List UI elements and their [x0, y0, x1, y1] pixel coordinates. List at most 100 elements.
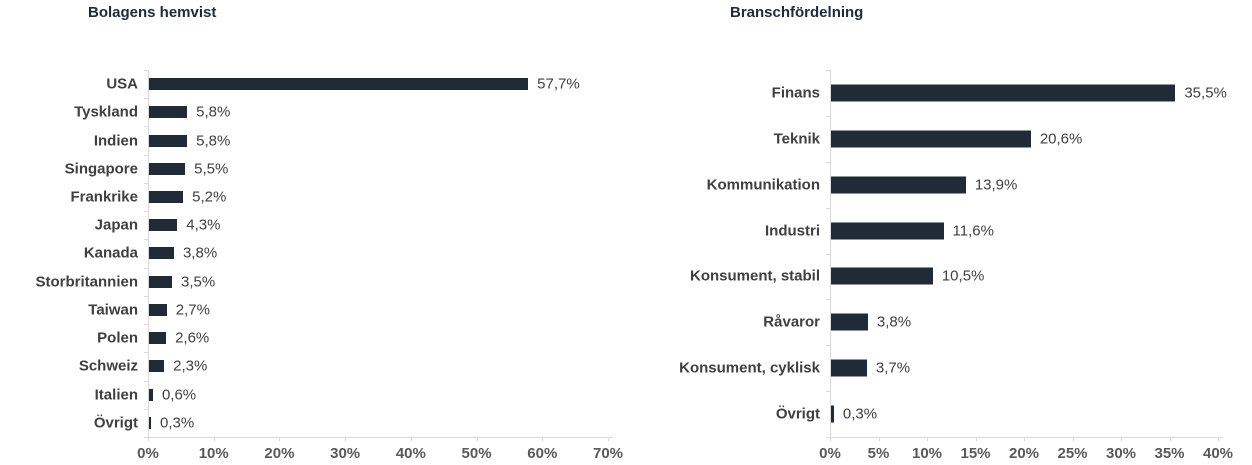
chart-row: Finans 35,5%: [772, 70, 1227, 116]
value-label: 5,8%: [196, 103, 231, 121]
y-axis-tick: [826, 115, 830, 117]
x-axis-tick-label: 15%: [960, 445, 991, 462]
chart-title: Bolagens hemvist: [88, 4, 217, 21]
x-axis-tick-label: 30%: [330, 445, 361, 462]
value-label: 0,3%: [160, 414, 195, 432]
chart-title: Branschfördelning: [730, 4, 864, 21]
x-axis-tick-label: 0%: [137, 445, 159, 462]
chart-row: Industri 11,6%: [765, 208, 1218, 254]
y-axis-tick: [144, 437, 148, 438]
chart-row: Råvaror 3,8%: [763, 299, 1218, 345]
bar: [149, 416, 151, 429]
chart-row: Taiwan 2,7%: [88, 296, 608, 324]
x-axis-tick: [1218, 437, 1219, 441]
x-axis-tick-label: 70%: [592, 445, 624, 462]
x-axis-tick: [410, 437, 412, 441]
category-label: Råvaror: [763, 313, 820, 331]
plot-area: USA 57,7% Tyskland 5,8% Indien 5,8% Singapore 5…: [35, 70, 623, 462]
x-axis-tick-label: 30%: [1105, 445, 1137, 462]
value-label: 5,2%: [192, 188, 227, 206]
y-axis-tick: [144, 70, 148, 71]
bar: [149, 219, 178, 232]
value-label: 3,8%: [876, 313, 912, 331]
y-axis-tick: [144, 267, 148, 269]
bar: [149, 247, 174, 260]
bar: [149, 360, 165, 373]
y-axis-tick: [144, 295, 148, 297]
category-label: Storbritannien: [35, 273, 138, 291]
x-axis-tick: [1121, 437, 1122, 441]
category-label: Finans: [771, 84, 820, 102]
chart-branschfordelning: Branschfördelning Finans 35,5% Teknik 20,6%…: [628, 0, 1252, 465]
y-axis-tick: [144, 182, 148, 184]
category-label: Polen: [97, 329, 138, 347]
bar: [149, 275, 172, 288]
bar: [149, 134, 188, 147]
chart-row: Kanada 3,8%: [84, 239, 608, 267]
value-label: 0,3%: [842, 405, 878, 423]
x-axis-tick: [213, 437, 215, 441]
y-axis-tick: [144, 98, 148, 100]
y-axis-tick: [826, 161, 830, 163]
value-label: 0,6%: [161, 386, 197, 404]
value-label: 2,3%: [173, 357, 208, 375]
bar: [149, 303, 167, 316]
chart-row: Schweiz 2,3%: [79, 352, 608, 380]
plot-area: Finans 35,5% Teknik 20,6% Kommunikation 13,9%…: [679, 70, 1233, 462]
y-axis-tick: [144, 324, 148, 326]
category-label: Frankrike: [70, 188, 138, 206]
y-axis-tick: [144, 154, 148, 156]
chart-row: USA 57,7%: [106, 70, 608, 98]
category-label: USA: [106, 75, 138, 93]
y-axis-tick: [826, 437, 830, 438]
y-axis-tick: [826, 299, 830, 301]
bar: [831, 130, 1031, 148]
x-axis-tick: [279, 437, 281, 441]
x-axis-tick: [542, 437, 544, 441]
chart-row: Storbritannien 3,5%: [35, 268, 608, 296]
category-label: Konsument, stabil: [689, 267, 820, 285]
x-axis-tick-label: 20%: [1008, 445, 1040, 462]
category-label: Indien: [93, 132, 138, 150]
bar: [831, 405, 834, 423]
x-axis-tick: [878, 437, 880, 441]
value-label: 3,5%: [181, 273, 216, 291]
chart-row: Italien 0,6%: [95, 381, 608, 409]
value-label: 2,6%: [175, 329, 210, 347]
category-label: Övrigt: [93, 414, 138, 432]
y-axis-tick: [826, 70, 830, 71]
chart-bolagens-hemvist: Bolagens hemvist USA 57,7% Tyskland 5,8% Ind…: [35, 4, 623, 462]
x-axis-tick-label: 40%: [1202, 445, 1234, 462]
x-axis-tick: [927, 437, 928, 441]
category-label: Kanada: [83, 244, 138, 262]
bar: [831, 313, 868, 331]
x-axis-tick: [345, 437, 347, 441]
category-label: Industri: [765, 222, 820, 240]
chart-row: Teknik 20,6%: [774, 116, 1218, 162]
chart-row: Singapore 5,5%: [65, 155, 608, 183]
x-axis-tick-label: 60%: [527, 445, 558, 462]
value-label: 4,3%: [186, 216, 221, 234]
value-label: 2,7%: [175, 301, 210, 319]
x-axis-tick: [1024, 437, 1025, 441]
x-axis-tick-label: 10%: [198, 445, 229, 462]
bar: [149, 191, 184, 204]
y-axis: [830, 70, 831, 437]
y-axis-tick: [144, 126, 148, 128]
x-axis: [830, 437, 1223, 438]
x-axis-tick-label: 50%: [461, 445, 492, 462]
x-axis-tick-label: 5%: [867, 445, 890, 462]
bar: [831, 222, 944, 240]
value-label: 11,6%: [952, 222, 994, 240]
bar: [831, 84, 1176, 102]
value-label: 5,5%: [194, 160, 229, 178]
category-label: Italien: [94, 386, 138, 404]
bar: [831, 359, 867, 377]
x-axis-tick: [830, 437, 831, 441]
category-label: Taiwan: [88, 301, 138, 319]
x-axis-tick: [975, 437, 977, 441]
x-axis-tick-label: 35%: [1154, 445, 1185, 462]
value-label: 13,9%: [974, 176, 1018, 194]
x-axis-tick: [148, 437, 149, 441]
value-label: 3,8%: [182, 244, 218, 262]
